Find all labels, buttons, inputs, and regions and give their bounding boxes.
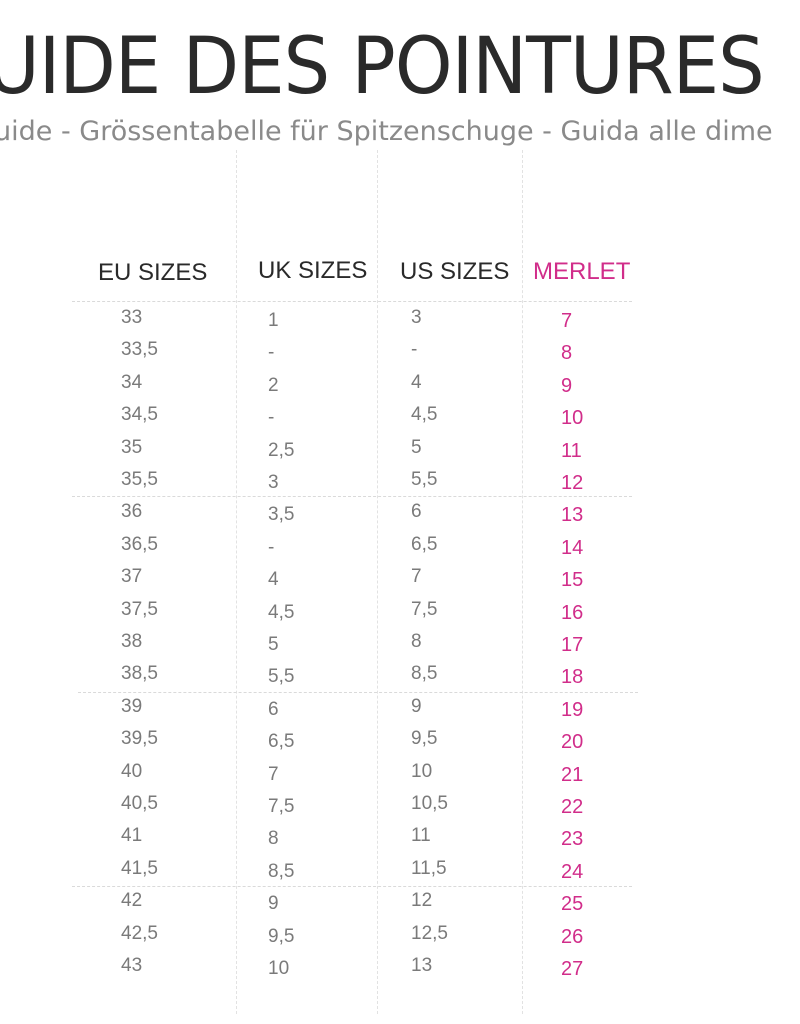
cell-merlet: 14 [561,537,584,559]
cell-uk: 8 [268,828,279,849]
cell-eu: 42,5 [121,923,158,944]
cell-merlet: 26 [561,926,584,948]
cell-us: 13 [411,955,433,976]
cell-uk: 6 [268,699,279,720]
cell-us: 8,5 [411,663,438,684]
cell-uk: 5 [268,634,279,655]
header-eu-sizes: EU SIZES [98,259,208,286]
cell-eu: 42 [121,890,143,911]
cell-merlet: 13 [561,504,584,526]
cell-uk: 7,5 [268,796,295,817]
cell-eu: 41,5 [121,858,158,879]
cell-uk: 8,5 [268,861,295,882]
cell-us: 9,5 [411,728,438,749]
cell-eu: 40 [121,761,143,782]
cell-eu: 35 [121,437,143,458]
cell-uk: 7 [268,764,279,785]
cell-us: 3 [411,307,422,328]
cell-merlet: 11 [561,440,582,462]
cell-uk: 3 [268,472,279,493]
cell-merlet: 17 [561,634,584,656]
cell-merlet: 27 [561,958,584,980]
header-merlet: MERLET [533,258,631,285]
cell-eu: 39 [121,696,143,717]
cell-uk: - [268,407,275,428]
cell-us: 11 [411,825,431,846]
cell-us: 8 [411,631,422,652]
cell-uk: 2,5 [268,440,295,461]
cell-merlet: 23 [561,828,584,850]
cell-merlet: 24 [561,861,584,883]
column-divider [236,150,237,1014]
cell-us: 12 [411,890,433,911]
cell-merlet: 25 [561,893,584,915]
cell-us: 12,5 [411,923,448,944]
header-separator [72,301,632,302]
cell-us: 9 [411,696,422,717]
cell-us: 5 [411,437,422,458]
cell-us: 4,5 [411,404,438,425]
cell-us: 5,5 [411,469,438,490]
cell-eu: 38,5 [121,663,158,684]
cell-uk: 4,5 [268,602,295,623]
cell-us: 6 [411,501,422,522]
cell-us: 4 [411,372,422,393]
cell-uk: 9 [268,893,279,914]
header-us-sizes: US SIZES [400,258,510,285]
cell-us: 11,5 [411,858,447,879]
cell-uk: 10 [268,958,290,979]
cell-us: 10 [411,761,433,782]
column-divider [522,150,523,1014]
cell-eu: 33,5 [121,339,158,360]
cell-eu: 37,5 [121,599,158,620]
group-separator [72,496,632,497]
cell-uk: 1 [268,310,279,331]
cell-uk: 5,5 [268,666,295,687]
cell-us: 7 [411,566,422,587]
cell-merlet: 19 [561,699,584,721]
cell-merlet: 15 [561,569,584,591]
cell-eu: 35,5 [121,469,158,490]
group-separator [78,692,638,693]
cell-merlet: 18 [561,666,584,688]
cell-merlet: 22 [561,796,584,818]
cell-uk: 4 [268,569,279,590]
page-subtitle: uide - Grössentabelle für Spitzenschuge … [0,116,773,147]
header-uk-sizes: UK SIZES [258,257,368,284]
cell-eu: 34,5 [121,404,158,425]
cell-merlet: 8 [561,342,573,364]
cell-eu: 43 [121,955,143,976]
cell-eu: 37 [121,566,143,587]
cell-uk: 6,5 [268,731,295,752]
cell-eu: 39,5 [121,728,158,749]
column-divider [377,150,378,1014]
group-separator [72,886,632,887]
cell-merlet: 10 [561,407,584,429]
cell-us: 7,5 [411,599,438,620]
cell-merlet: 20 [561,731,584,753]
cell-eu: 34 [121,372,143,393]
cell-eu: 41 [121,825,143,846]
cell-merlet: 9 [561,375,573,397]
cell-eu: 36 [121,501,143,522]
cell-merlet: 16 [561,602,584,624]
cell-uk: - [268,342,275,363]
cell-uk: 2 [268,375,279,396]
cell-eu: 40,5 [121,793,158,814]
cell-merlet: 21 [561,764,584,786]
cell-merlet: 7 [561,310,573,332]
cell-us: 6,5 [411,534,438,555]
page-title: UIDE DES POINTURES [0,22,765,112]
cell-uk: 9,5 [268,926,295,947]
cell-eu: 38 [121,631,143,652]
cell-us: - [411,339,418,360]
cell-eu: 33 [121,307,143,328]
cell-eu: 36,5 [121,534,158,555]
cell-uk: 3,5 [268,504,295,525]
cell-uk: - [268,537,275,558]
cell-us: 10,5 [411,793,448,814]
cell-merlet: 12 [561,472,584,494]
